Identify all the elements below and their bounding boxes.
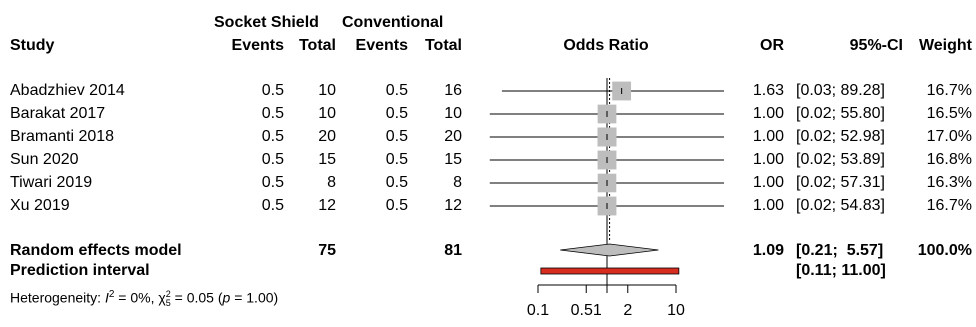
study-events2: 0.5 xyxy=(385,174,408,191)
or-column-header: OR xyxy=(760,37,784,54)
total2-column-header: Total xyxy=(424,37,462,54)
study-name: Sun 2020 xyxy=(10,151,79,168)
study-ci: [0.03; 89.28] xyxy=(796,82,885,99)
study-ci: [0.02; 52.98] xyxy=(796,128,885,145)
study-events2: 0.5 xyxy=(385,105,408,122)
x-axis-tick-label: 0.51 xyxy=(571,302,602,319)
chi-symbol: χ xyxy=(158,289,166,306)
study-total2: 15 xyxy=(444,151,462,168)
study-events2: 0.5 xyxy=(385,197,408,214)
study-events1: 0.5 xyxy=(261,151,284,168)
study-weight: 16.8% xyxy=(926,151,972,168)
study-total1: 15 xyxy=(318,151,336,168)
summary-ci: [0.21; 5.57] xyxy=(796,242,884,259)
study-total2: 12 xyxy=(444,197,462,214)
study-weight: 16.7% xyxy=(926,82,972,99)
chi-subscript: 5 xyxy=(165,297,171,308)
study-column-header: Study xyxy=(10,37,55,54)
summary-total2: 81 xyxy=(444,242,462,259)
study-or: 1.00 xyxy=(752,105,784,122)
study-events1: 0.5 xyxy=(261,82,284,99)
study-ci: [0.02; 55.80] xyxy=(796,105,885,122)
study-or: 1.00 xyxy=(752,151,784,168)
i2-superscript: 2 xyxy=(108,289,115,300)
study-events2: 0.5 xyxy=(385,128,408,145)
study-name: Xu 2019 xyxy=(10,197,70,214)
study-total1: 12 xyxy=(318,197,336,214)
study-total1: 20 xyxy=(318,128,336,145)
random-effects-label: Random effects model xyxy=(10,242,182,259)
study-events1: 0.5 xyxy=(261,105,284,122)
study-events2: 0.5 xyxy=(385,82,408,99)
study-weight: 17.0% xyxy=(926,128,972,145)
group2-header: Conventional xyxy=(342,14,444,31)
odds-ratio-column-header: Odds Ratio xyxy=(563,37,649,54)
prediction-interval-bar xyxy=(540,267,680,275)
study-name: Tiwari 2019 xyxy=(10,174,93,191)
study-total1: 10 xyxy=(318,82,336,99)
study-total2: 8 xyxy=(453,174,462,191)
study-events1: 0.5 xyxy=(261,197,284,214)
group1-header: Socket Shield xyxy=(214,14,319,31)
chi-superscript: 2 xyxy=(165,288,171,299)
study-ci: [0.02; 53.89] xyxy=(796,151,885,168)
prediction-interval-label: Prediction interval xyxy=(10,262,150,279)
study-name: Bramanti 2018 xyxy=(10,128,115,145)
study-name: Abadzhiev 2014 xyxy=(10,82,125,99)
x-axis-tick-label: 0.1 xyxy=(527,302,549,319)
chi-value: = 0.05 ( xyxy=(170,289,223,306)
study-weight: 16.7% xyxy=(926,197,972,214)
heterogeneity-prefix: Heterogeneity: xyxy=(10,289,105,306)
study-ci: [0.02; 57.31] xyxy=(796,174,885,191)
study-total2: 10 xyxy=(444,105,462,122)
i2-value: = 0%, xyxy=(114,289,159,306)
i2-symbol: I xyxy=(104,289,109,306)
p-value: = 1.00) xyxy=(230,289,279,306)
study-or: 1.00 xyxy=(752,128,784,145)
study-total2: 16 xyxy=(444,82,462,99)
total1-column-header: Total xyxy=(298,37,336,54)
ci-column-header: 95%-CI xyxy=(849,37,903,54)
study-or: 1.63 xyxy=(752,82,784,99)
summary-diamond xyxy=(560,243,659,257)
prediction-interval-ci: [0.11; 11.00] xyxy=(796,262,886,279)
events1-column-header: Events xyxy=(231,37,284,54)
x-axis-tick-label: 2 xyxy=(623,302,632,319)
study-or: 1.00 xyxy=(752,197,784,214)
summary-weight: 100.0% xyxy=(917,242,972,259)
study-name: Barakat 2017 xyxy=(10,105,106,122)
study-total2: 20 xyxy=(444,128,462,145)
study-total1: 10 xyxy=(318,105,336,122)
study-ci: [0.02; 54.83] xyxy=(796,197,885,214)
study-weight: 16.3% xyxy=(926,174,972,191)
study-events1: 0.5 xyxy=(261,128,284,145)
summary-total1: 75 xyxy=(318,242,336,259)
x-axis-tick-label: 10 xyxy=(667,302,685,319)
study-events1: 0.5 xyxy=(261,174,284,191)
summary-or: 1.09 xyxy=(752,242,784,259)
events2-column-header: Events xyxy=(355,37,408,54)
study-or: 1.00 xyxy=(752,174,784,191)
study-total1: 8 xyxy=(327,174,336,191)
study-weight: 16.5% xyxy=(926,105,972,122)
p-symbol: p xyxy=(222,289,231,306)
study-events2: 0.5 xyxy=(385,151,408,168)
weight-column-header: Weight xyxy=(918,37,972,54)
